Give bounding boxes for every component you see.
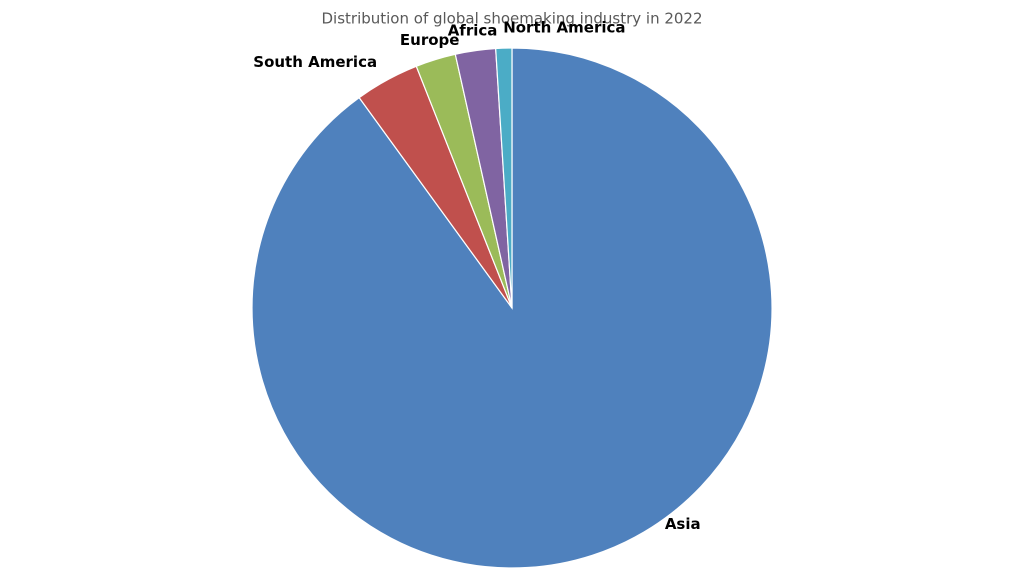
slice-label: Asia	[665, 515, 701, 533]
slice-label: South America	[253, 53, 377, 71]
slice-label: Europe	[400, 31, 460, 49]
pie-slice	[495, 47, 513, 309]
chart-title: Distribution of global shoemaking indust…	[321, 10, 702, 28]
slice-label: North America	[503, 19, 625, 37]
slice-label: Africa	[448, 21, 498, 39]
